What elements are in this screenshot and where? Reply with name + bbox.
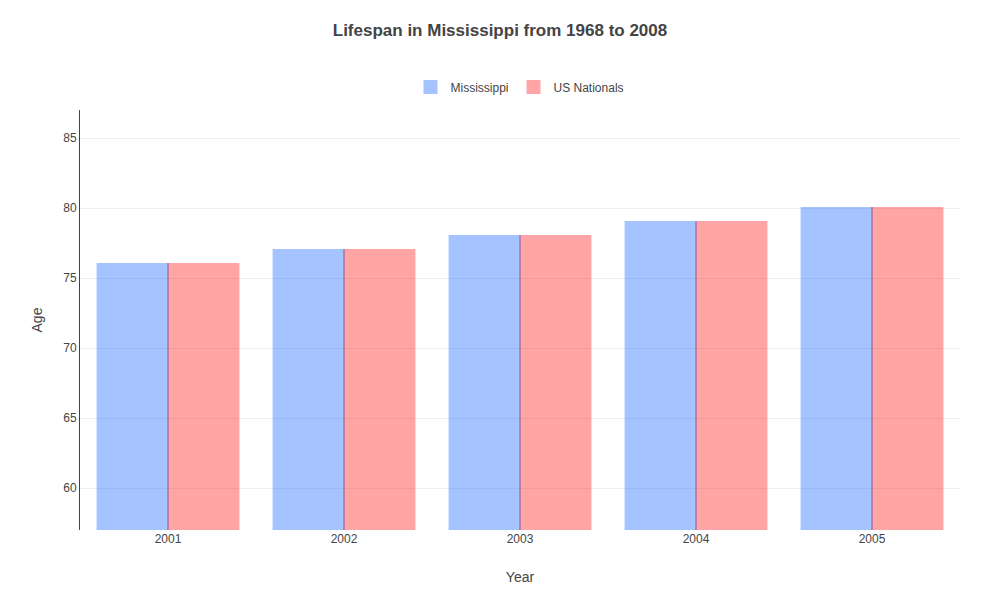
svg-text:2005: 2005 bbox=[859, 532, 886, 546]
svg-text:2002: 2002 bbox=[331, 532, 358, 546]
svg-text:2001: 2001 bbox=[155, 532, 182, 546]
svg-text:75: 75 bbox=[63, 271, 77, 285]
svg-text:US Nationals: US Nationals bbox=[554, 81, 624, 95]
svg-text:Mississippi: Mississippi bbox=[451, 81, 509, 95]
svg-text:60: 60 bbox=[63, 481, 77, 495]
svg-text:Lifespan in Mississippi from 1: Lifespan in Mississippi from 1968 to 200… bbox=[333, 21, 667, 40]
svg-text:2003: 2003 bbox=[507, 532, 534, 546]
svg-text:Age: Age bbox=[29, 307, 45, 332]
svg-text:Year: Year bbox=[506, 569, 535, 585]
svg-text:70: 70 bbox=[63, 341, 77, 355]
svg-text:85: 85 bbox=[63, 131, 77, 145]
svg-text:65: 65 bbox=[63, 411, 77, 425]
svg-text:80: 80 bbox=[63, 201, 77, 215]
svg-text:2004: 2004 bbox=[683, 532, 710, 546]
